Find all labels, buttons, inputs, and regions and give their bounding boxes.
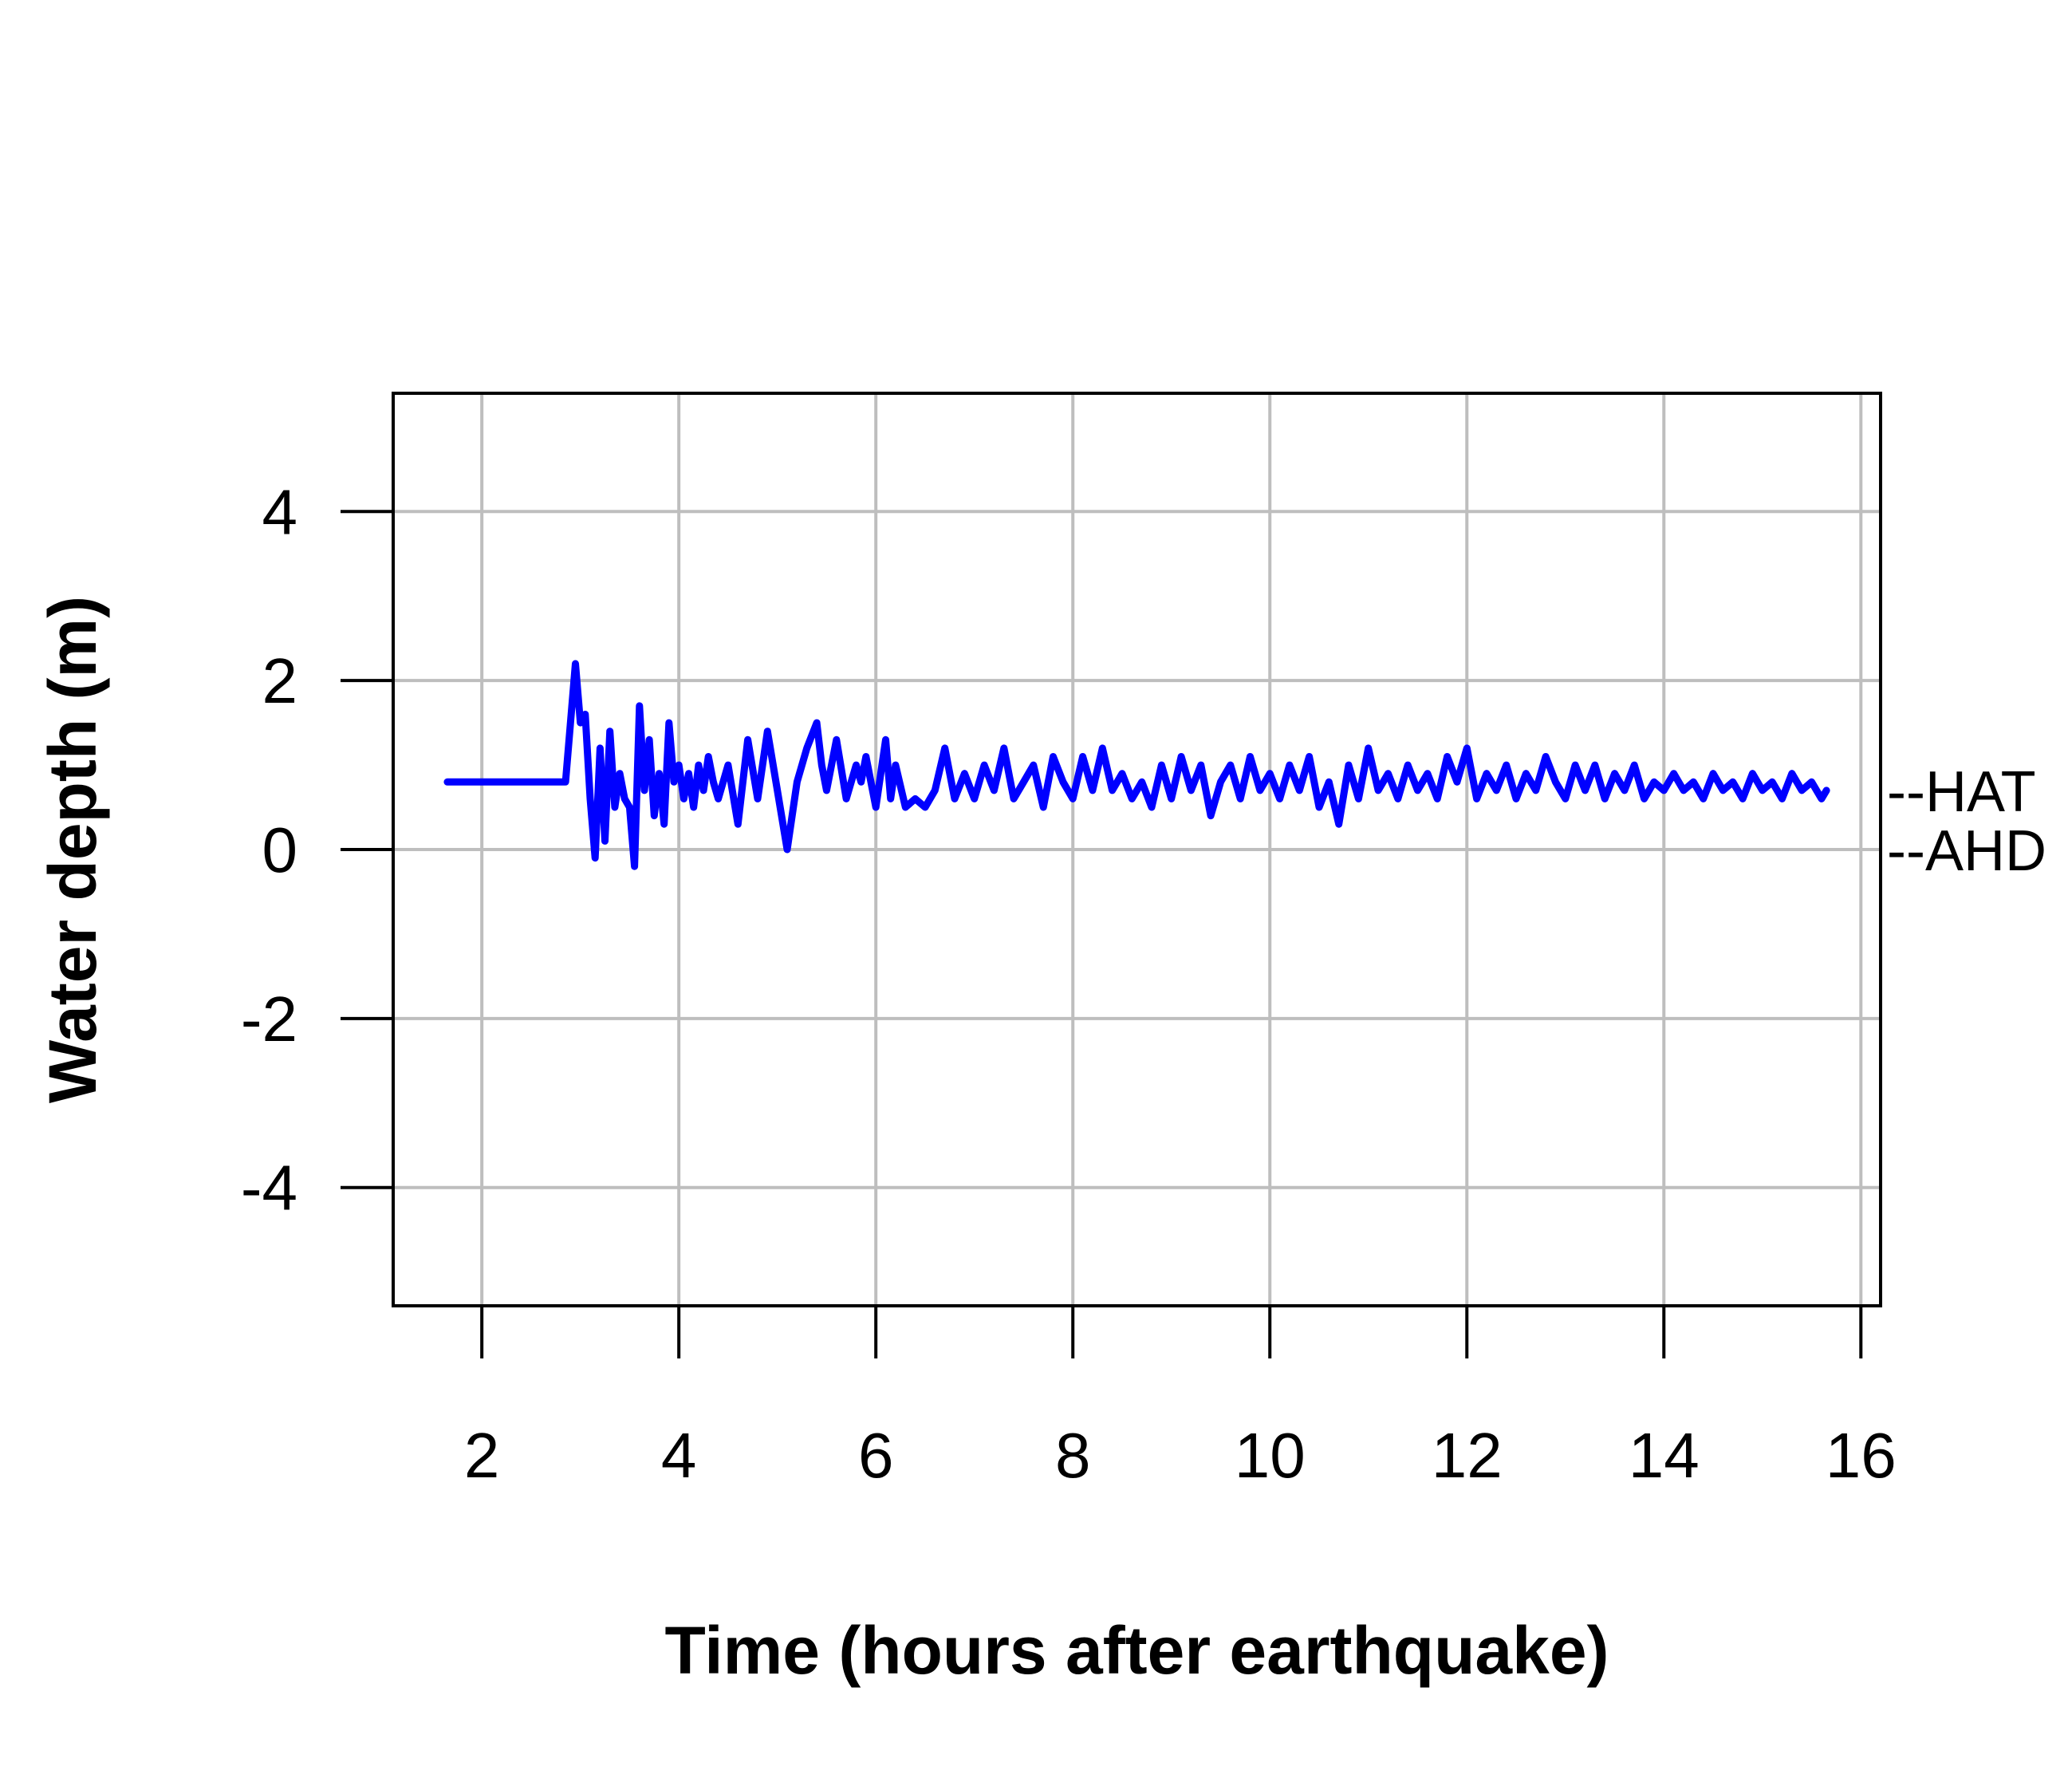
x-tick-label-14: 14 <box>1629 1420 1700 1491</box>
reference-label-hat: --HAT <box>1887 760 2036 824</box>
y-tick-label-4: 4 <box>262 476 298 547</box>
y-axis: -4 -2 0 2 4 <box>241 476 395 1224</box>
y-axis-title: Water depth (m) <box>35 596 110 1103</box>
grid-lines <box>393 393 1881 1306</box>
x-tick-label-12: 12 <box>1432 1420 1503 1491</box>
x-tick-label-4: 4 <box>661 1420 697 1491</box>
series-line-0 <box>443 660 1830 870</box>
x-tick-label-6: 6 <box>858 1420 894 1491</box>
x-axis: 2 4 6 8 10 12 14 16 <box>464 1304 1897 1491</box>
x-tick-label-16: 16 <box>1826 1420 1897 1491</box>
y-tick-label--4: -4 <box>241 1153 297 1224</box>
reference-label-ahd: --AHD <box>1887 819 2046 883</box>
y-tick-label--2: -2 <box>241 984 297 1055</box>
x-axis-title: Time (hours after earthquake) <box>664 1613 1609 1688</box>
reference-labels: --HAT--AHD <box>1887 760 2046 883</box>
y-tick-label-2: 2 <box>262 645 298 716</box>
x-tick-label-8: 8 <box>1055 1420 1091 1491</box>
x-tick-label-10: 10 <box>1235 1420 1306 1491</box>
y-tick-label-0: 0 <box>262 814 298 885</box>
x-tick-label-2: 2 <box>464 1420 500 1491</box>
series-layer <box>443 660 1830 870</box>
